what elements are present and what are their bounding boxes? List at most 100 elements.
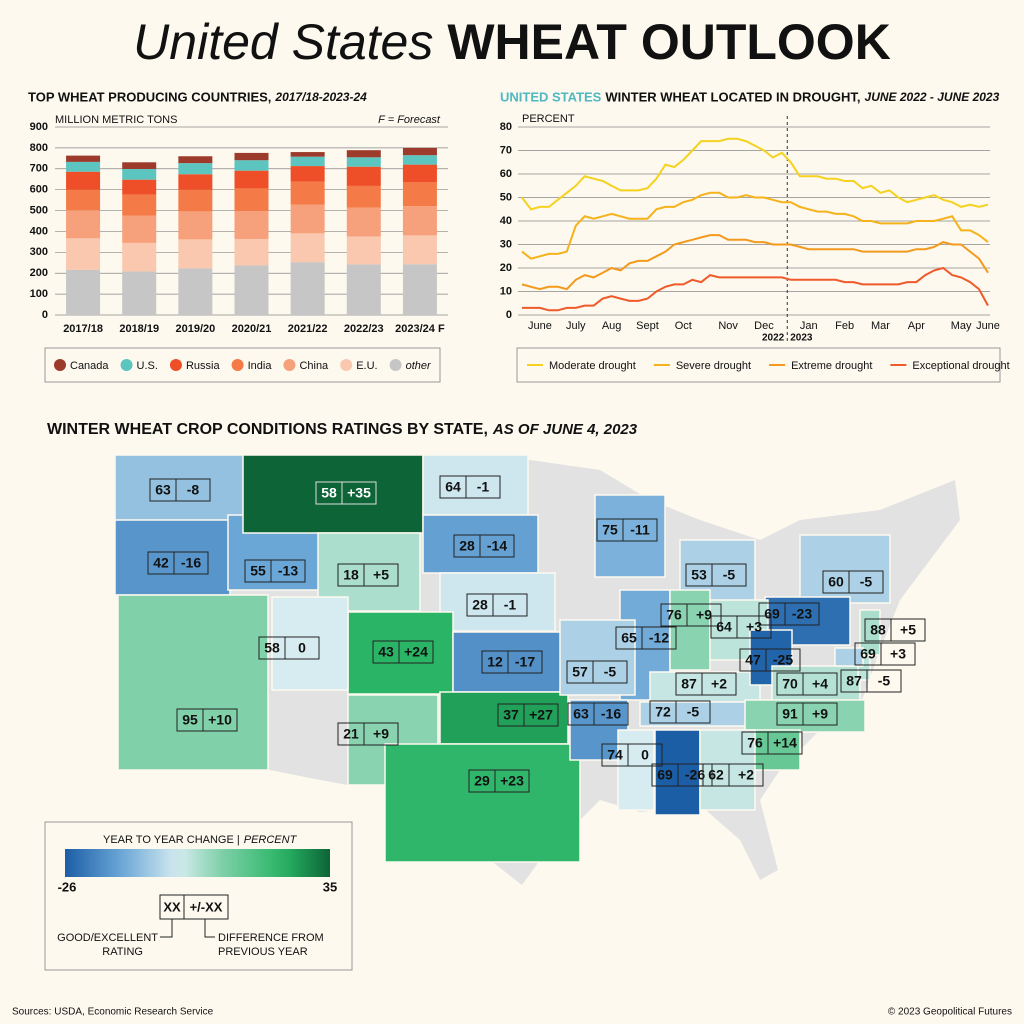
y-tick-label: 300 [30,246,48,258]
y-tick-label: 70 [500,144,512,156]
change-label: -5 [860,574,873,590]
change-label: -5 [723,567,736,583]
rating-label: 87 [846,673,862,689]
legend-label: Russia [186,360,221,372]
drought-line [521,137,989,211]
bar-segment [234,210,269,239]
bar-segment [178,174,213,190]
copyright: © 2023 Geopolitical Futures [888,1007,1012,1018]
key-note: RATING [102,946,143,958]
change-label: +9 [373,726,389,742]
state-region [439,691,569,745]
bar-segment [402,155,437,165]
rating-label: 69 [764,606,780,622]
rating-label: 43 [378,644,394,660]
change-label: +4 [812,676,828,692]
rating-label: 28 [459,538,475,554]
rating-label: 69 [657,767,673,783]
y-tick-label: 900 [30,121,48,133]
rating-label: 70 [782,676,798,692]
key-connector [204,919,215,938]
state-region [617,729,655,811]
bar-segment [66,189,101,211]
legend-swatch [340,359,353,371]
scale-max: 35 [323,879,337,894]
bar-segment [178,189,213,212]
x-tick-label: July [566,320,586,332]
rating-label: 76 [747,735,763,751]
label-box [711,563,747,587]
x-tick-label: 2023/24 F [395,323,445,335]
rating-label: 88 [870,622,886,638]
change-label: +2 [738,767,754,783]
y-tick-label: 400 [30,225,48,237]
change-label: +14 [773,735,797,751]
bar-segment [290,166,325,182]
label-box [890,618,926,642]
state-region [347,611,454,695]
change-label: +24 [404,644,428,660]
bar-segment [290,156,325,167]
rating-label: 63 [573,706,589,722]
label-box [802,672,838,696]
change-label: 0 [641,747,649,763]
legend-swatch [231,359,244,371]
bar-segment [178,239,213,269]
change-label: +35 [347,485,371,501]
drought-line [521,191,989,260]
state-region [452,631,569,693]
legend-title: YEAR TO YEAR CHANGE | [103,834,240,846]
bar-legend-box [44,347,441,383]
legend-label: Exceptional drought [912,360,1009,372]
bar-segment [122,215,157,243]
year-label: 2022 [762,333,785,344]
bar-segment [66,269,101,315]
change-label: -25 [773,652,793,668]
key-change: +/-XX [190,899,223,914]
label-box [686,603,722,627]
x-tick-label: June [528,320,552,332]
key-note: GOOD/EXCELLENT [57,932,158,944]
rating-label: 72 [655,704,671,720]
note: F = Forecast [378,114,441,126]
bar-segment [290,204,325,234]
y-tick-label: 10 [500,285,512,297]
rating-label: 62 [708,767,724,783]
state-region [271,596,349,691]
state-region [384,743,581,863]
label-box [802,702,838,726]
bar-segment [66,210,101,239]
rating-label: 28 [472,597,488,613]
legend-label: Moderate drought [549,360,636,372]
label-box [270,559,306,583]
label-box [593,702,629,726]
rating-label: 47 [745,652,761,668]
rating-label: 53 [691,567,707,583]
state-region [744,699,866,733]
change-label: +9 [696,607,712,623]
x-tick-label: Oct [675,320,692,332]
y-tick-label: 30 [500,238,512,250]
change-label: +2 [711,676,727,692]
y-tick-label: 50 [500,191,512,203]
bar-segment [402,147,437,156]
bar-segment [122,271,157,315]
label-box [866,669,902,693]
x-tick-label: Dec [754,320,774,332]
x-tick-label: Jan [800,320,818,332]
bar-segment [346,150,381,158]
axis-label: MILLION METRIC TONS [55,114,177,126]
legend-label: E.U. [356,360,377,372]
label-box [767,731,803,755]
y-tick-label: 0 [42,309,48,321]
change-label: +10 [208,712,232,728]
chart-subtitle: JUNE 2022 - JUNE 2023 [865,90,1000,104]
key-note: PREVIOUS YEAR [218,946,308,958]
bar-segment [234,265,269,315]
rating-label: 12 [487,654,503,670]
legend-label: India [248,360,273,372]
label-box [784,602,820,626]
x-tick-label: 2021/22 [288,323,328,335]
state-region [422,454,529,516]
rating-label: 21 [343,726,359,742]
